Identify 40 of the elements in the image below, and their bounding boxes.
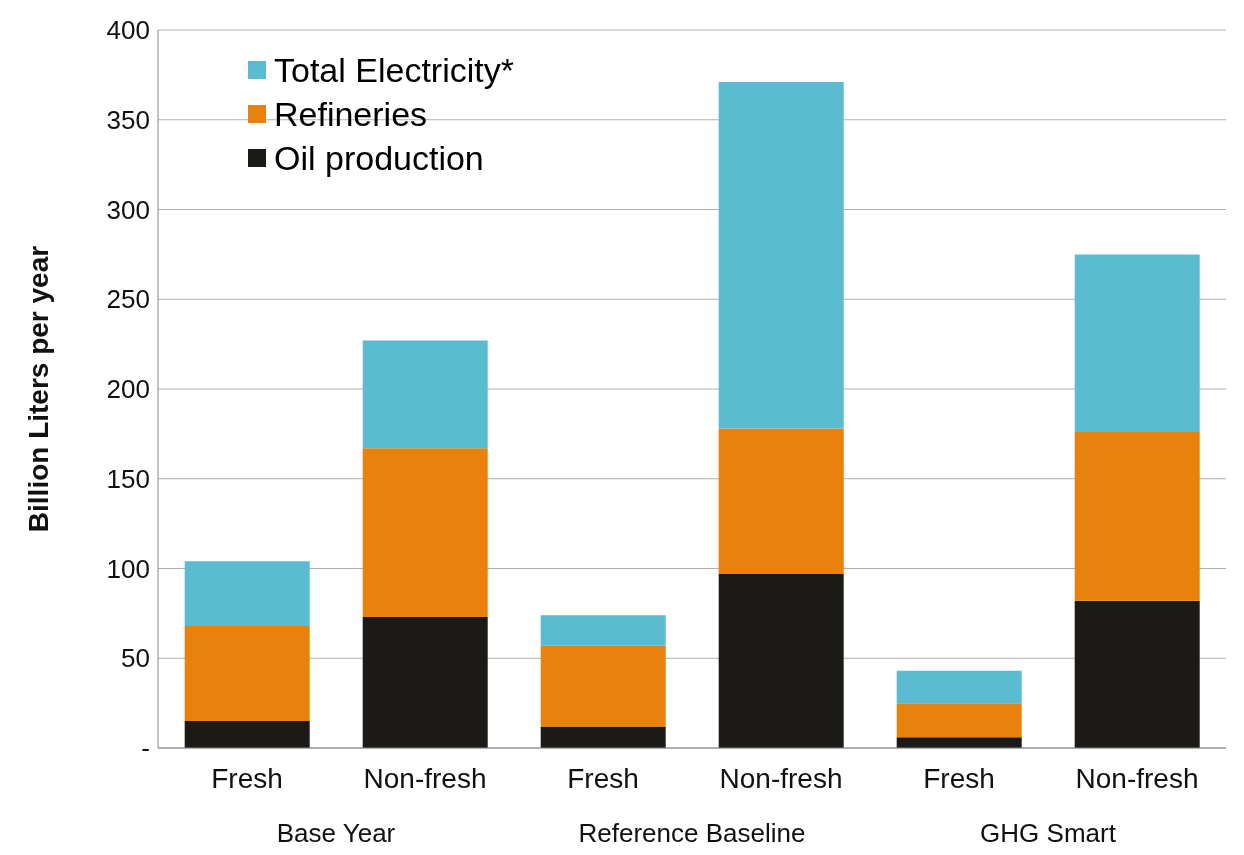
x-tick-label: Non-fresh: [1075, 762, 1199, 794]
bar: [1074, 432, 1200, 601]
bar: [540, 645, 666, 727]
x-tick-label: Fresh: [923, 762, 995, 794]
x-tick-label: Non-fresh: [719, 762, 843, 794]
bar: [896, 703, 1022, 738]
y-tick-label: -: [141, 733, 150, 764]
legend-label: Refineries: [274, 94, 428, 135]
bar: [718, 428, 844, 574]
x-tick-label: Fresh: [211, 762, 283, 794]
legend-label: Total Electricity*: [274, 50, 514, 91]
bar: [362, 616, 488, 748]
x-tick-label: Fresh: [567, 762, 639, 794]
bar: [184, 721, 310, 748]
y-tick-label: 150: [106, 463, 150, 494]
y-tick-label: 200: [106, 374, 150, 405]
text: Reference Baseline: [577, 818, 807, 849]
bar: [362, 340, 488, 449]
bar: [1074, 600, 1200, 748]
bar: [896, 737, 1022, 748]
y-tick-label: 50: [121, 643, 150, 674]
bar: [718, 573, 844, 748]
text: GHG Smart: [979, 818, 1117, 849]
y-tick-label: 350: [106, 104, 150, 135]
x-tick-label: Non-fresh: [363, 762, 487, 794]
bar: [896, 670, 1022, 704]
y-axis-title: Billion Liters per year: [22, 245, 54, 533]
y-tick-label: 250: [106, 284, 150, 315]
y-tick-label: 300: [106, 194, 150, 225]
text: Base Year: [275, 818, 397, 849]
bar: [362, 448, 488, 617]
bar: [718, 82, 844, 429]
legend-label: Oil production: [274, 138, 484, 179]
y-tick-label: 400: [106, 15, 150, 46]
bar: [1074, 254, 1200, 433]
y-tick-label: 100: [106, 553, 150, 584]
bar: [540, 615, 666, 646]
bar: [184, 625, 310, 722]
bar: [540, 726, 666, 748]
bar: [184, 561, 310, 626]
